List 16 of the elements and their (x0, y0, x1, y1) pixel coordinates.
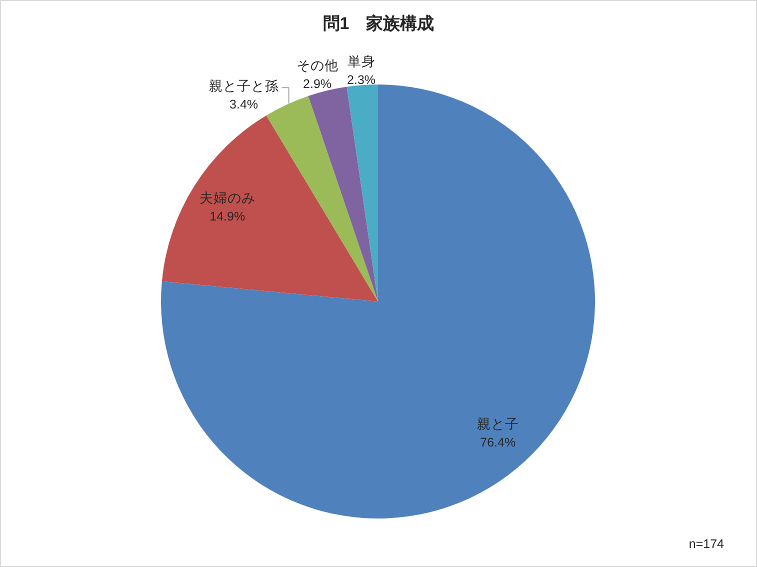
pie-slice (162, 115, 378, 302)
data-label: 2.9% (303, 76, 332, 91)
pie-slice (346, 84, 378, 302)
slice-label: 親と子 (476, 416, 519, 432)
slice-label: 単身 (347, 54, 376, 70)
data-label: 14.9% (210, 209, 246, 224)
pie-slice (266, 96, 378, 302)
pie-slice (308, 86, 378, 302)
data-label: 3.4% (230, 98, 258, 112)
slice-label: 親と子と孫 (208, 78, 279, 94)
slice-label: その他 (296, 58, 338, 73)
slice-label: 夫婦のみ (199, 190, 256, 206)
data-label: 76.4% (480, 436, 516, 450)
text: n=174 (688, 537, 724, 551)
chart-title: 問1 家族構成 (322, 14, 434, 33)
data-label: 2.3% (347, 73, 376, 88)
